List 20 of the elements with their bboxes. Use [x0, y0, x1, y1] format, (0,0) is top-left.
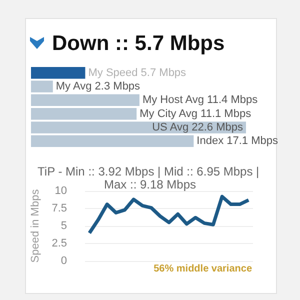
y-tick-label: 2.5: [52, 238, 67, 250]
y-tick-label: 0: [60, 255, 67, 267]
bar: [31, 66, 86, 79]
bar: [31, 108, 137, 120]
y-axis-title: Speed in Mbps: [29, 188, 42, 263]
y-tick-label: 7.5: [52, 202, 67, 214]
data-label: US Avg 22.6 Mbps: [152, 122, 244, 134]
chart-title: Down :: 5.7 Mbps: [52, 32, 225, 55]
bar: [31, 94, 140, 106]
data-label: Index 17.1 Mbps: [196, 135, 279, 148]
y-tick-label: 10: [54, 185, 67, 197]
data-label: My Speed 5.7 Mbps: [88, 66, 187, 79]
data-label: My Avg 2.3 Mbps: [56, 80, 141, 92]
data-label: My Host Avg 11.4 Mbps: [142, 94, 258, 106]
data-label: My City Avg 11.1 Mbps: [140, 108, 252, 120]
bar: [31, 135, 194, 148]
bar: [31, 80, 53, 92]
y-tick-label: 5: [60, 220, 67, 232]
line-series: [88, 194, 250, 235]
text: 56% middle variance: [154, 264, 252, 274]
